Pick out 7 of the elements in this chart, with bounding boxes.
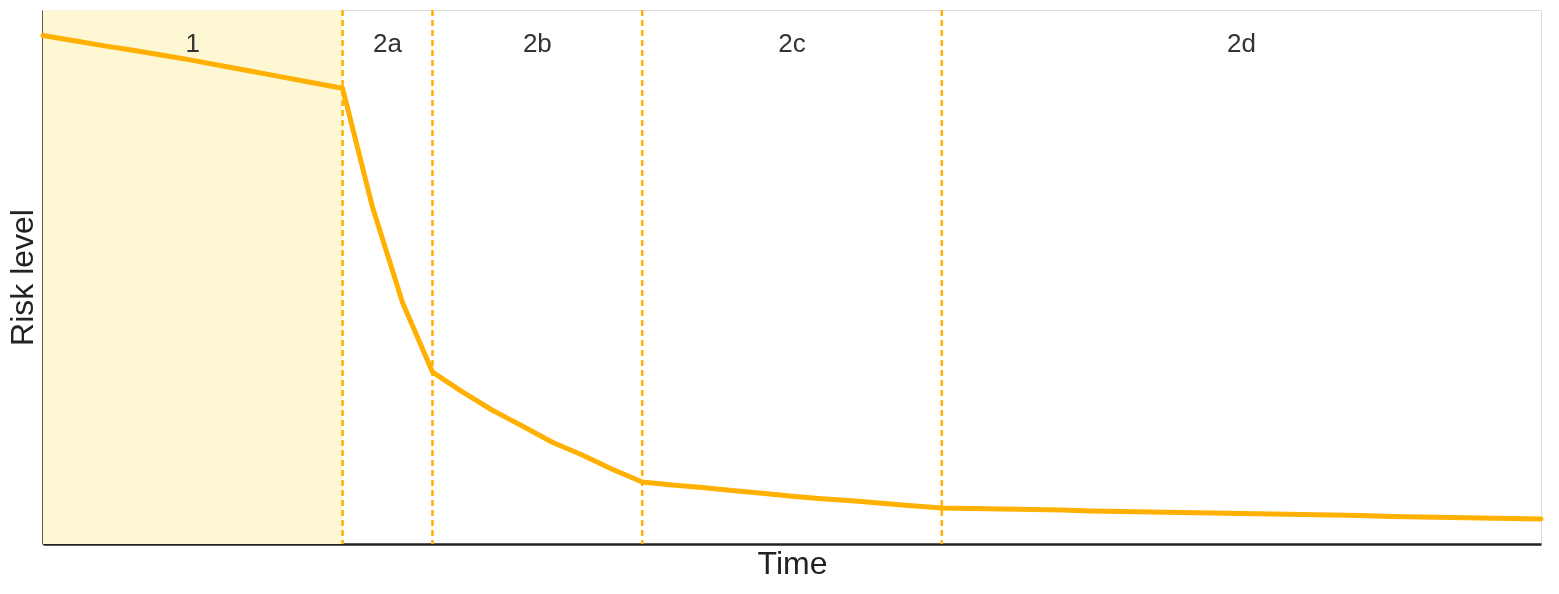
annotation: 2a	[373, 28, 403, 58]
y-axis-title: Risk level	[3, 209, 40, 346]
annotation: 2b	[522, 28, 552, 58]
x-axis-title: Time	[757, 544, 828, 581]
annotation: 2c	[778, 28, 806, 58]
annotation: 2d	[1226, 28, 1256, 58]
annotation: 1	[185, 28, 201, 58]
